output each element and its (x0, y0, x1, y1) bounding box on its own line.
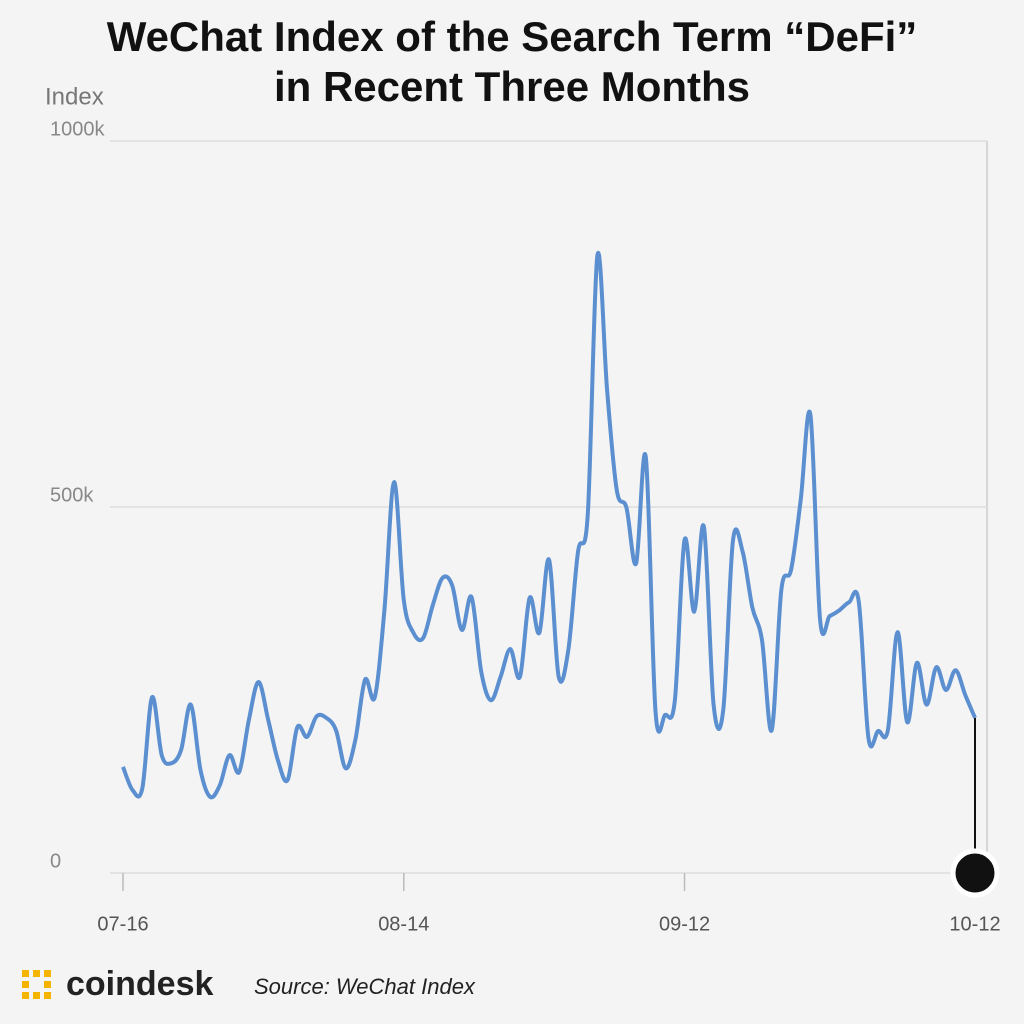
data-line (121, 250, 977, 800)
y-axis-label: Index (45, 83, 104, 110)
x-tick-label: 07-16 (97, 913, 148, 935)
brand-name: coindesk (66, 965, 213, 1003)
y-tick-label: 1000k (50, 118, 105, 140)
end-indicator (950, 848, 1000, 898)
x-tick-label: 09-12 (659, 913, 710, 935)
source-note: Source: WeChat Index (254, 974, 476, 999)
y-tick-label: 0 (50, 850, 61, 872)
y-tick-label: 500k (50, 484, 94, 506)
x-tick-label: 08-14 (378, 913, 429, 935)
x-tick-label: 10-12 (949, 913, 1000, 935)
brand-logo (22, 970, 51, 999)
chart-title: WeChat Index of the Search Term “DeFi” i… (106, 13, 918, 110)
